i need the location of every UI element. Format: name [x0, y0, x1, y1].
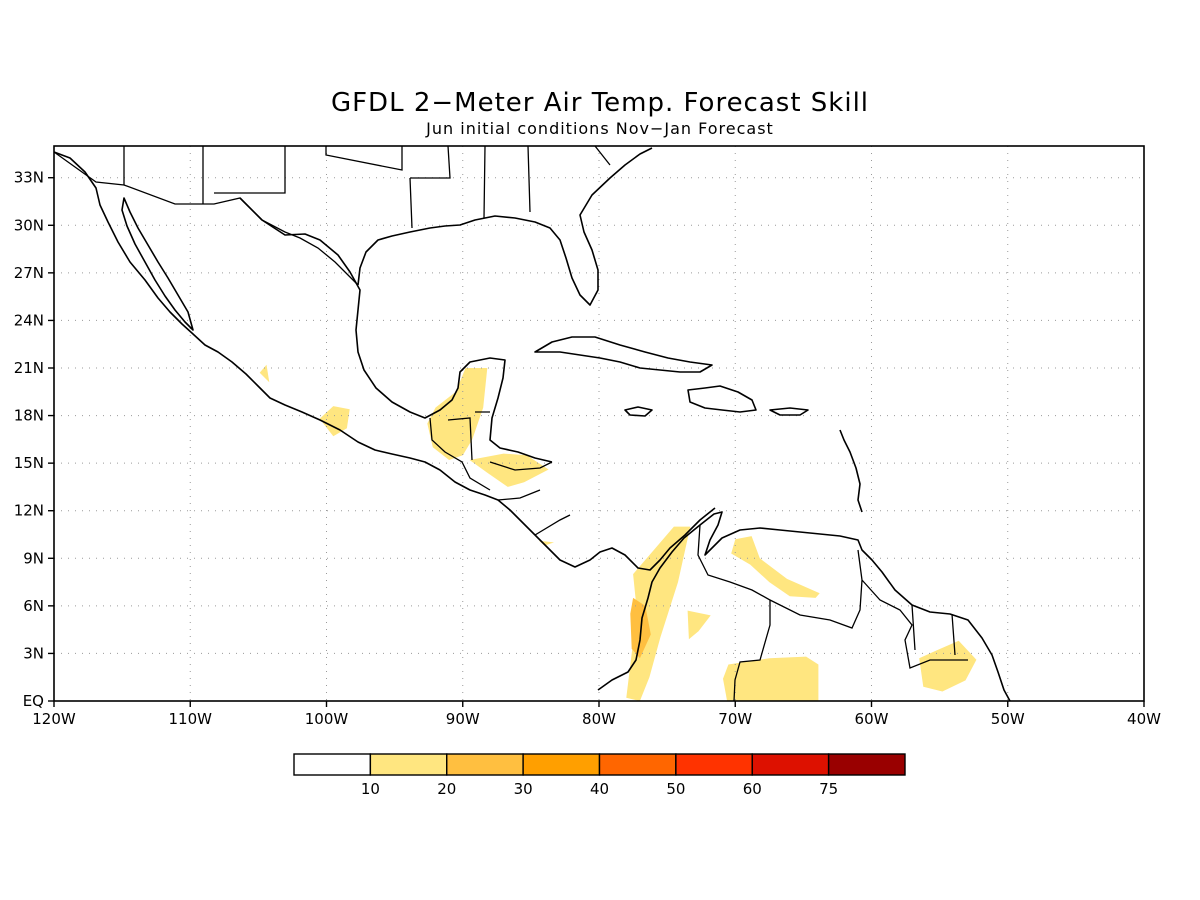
lon-tick-label: 70W — [718, 710, 752, 728]
lat-tick-label: 6N — [23, 597, 44, 615]
colorbar-swatch — [293, 753, 372, 776]
lat-tick-label: 33N — [14, 169, 44, 187]
colorbar-label: 40 — [590, 780, 609, 798]
colorbar-label: 75 — [819, 780, 838, 798]
skill-region-guianas — [919, 640, 977, 692]
skill-region-colombia-north — [626, 526, 691, 701]
political-borders — [54, 146, 968, 701]
lon-tick-label: 120W — [32, 710, 76, 728]
lat-tick-label: EQ — [23, 692, 44, 710]
plot-area — [54, 146, 1144, 701]
axis-ticks: 120W 110W 100W 90W 80W 70W 60W 50W 40W EQ 3N 6N 9N 12… — [14, 169, 1161, 728]
skill-region-venezuela-south — [687, 610, 711, 640]
mexico-pacific-coast — [54, 151, 716, 571]
jamaica — [624, 406, 653, 417]
gulf-of-mexico-coast — [239, 197, 553, 463]
lat-tick-label: 24N — [14, 311, 44, 329]
lesser-antilles — [839, 429, 863, 513]
lon-tick-label: 50W — [991, 710, 1025, 728]
map-title: GFDL 2−Meter Air Temp. Forecast Skill — [331, 88, 869, 118]
lon-tick-label: 100W — [305, 710, 349, 728]
south-america-borders — [697, 524, 968, 701]
lat-tick-label: 12N — [14, 502, 44, 520]
south-america-coast — [597, 511, 1011, 701]
puerto-rico — [769, 407, 809, 416]
lat-lon-grid — [54, 146, 1144, 701]
skill-region-jalisco — [259, 364, 270, 383]
colorbar-label: 60 — [743, 780, 762, 798]
colorbar-label: 20 — [437, 780, 456, 798]
skill-region-amazon — [723, 656, 819, 701]
colorbar-swatch — [675, 753, 753, 776]
lat-tick-label: 9N — [23, 549, 44, 567]
colorbar-label: 30 — [514, 780, 533, 798]
central-america-borders — [429, 411, 571, 536]
lat-tick-label: 15N — [14, 454, 44, 472]
lon-tick-label: 110W — [169, 710, 213, 728]
colorbar-swatch — [751, 753, 830, 776]
coastlines — [54, 147, 1011, 701]
map-subtitle: Jun initial conditions Nov−Jan Forecast — [425, 119, 774, 138]
us-mexico-border — [54, 151, 359, 286]
colorbar-swatch — [446, 753, 524, 776]
lon-tick-label: 40W — [1127, 710, 1161, 728]
texas-louisiana-coast — [357, 147, 653, 306]
map-frame — [53, 145, 1145, 702]
skill-region-yucatan — [427, 368, 488, 460]
colorbar-label: 10 — [361, 780, 380, 798]
skill-contours — [259, 364, 977, 701]
lat-tick-label: 27N — [14, 264, 44, 282]
hispaniola — [687, 385, 757, 413]
colorbar-swatch — [369, 753, 448, 776]
skill-region-venezuela-east — [731, 536, 820, 598]
skill-region-oaxaca — [319, 406, 350, 437]
lon-tick-label: 60W — [855, 710, 889, 728]
lat-tick-label: 21N — [14, 359, 44, 377]
colorbar: 10 20 30 40 50 60 75 — [293, 753, 906, 798]
colorbar-swatch — [598, 753, 677, 776]
skill-region-honduras — [469, 453, 549, 487]
colorbar-swatch — [522, 753, 601, 776]
lat-tick-label: 30N — [14, 216, 44, 234]
lat-tick-label: 3N — [23, 644, 44, 662]
cuba — [534, 336, 713, 373]
colorbar-swatch — [827, 753, 906, 776]
colorbar-label: 50 — [666, 780, 685, 798]
lon-tick-label: 90W — [446, 710, 480, 728]
lon-tick-label: 80W — [582, 710, 616, 728]
lat-tick-label: 18N — [14, 407, 44, 425]
us-state-borders — [123, 146, 611, 229]
baja-california — [121, 197, 194, 331]
